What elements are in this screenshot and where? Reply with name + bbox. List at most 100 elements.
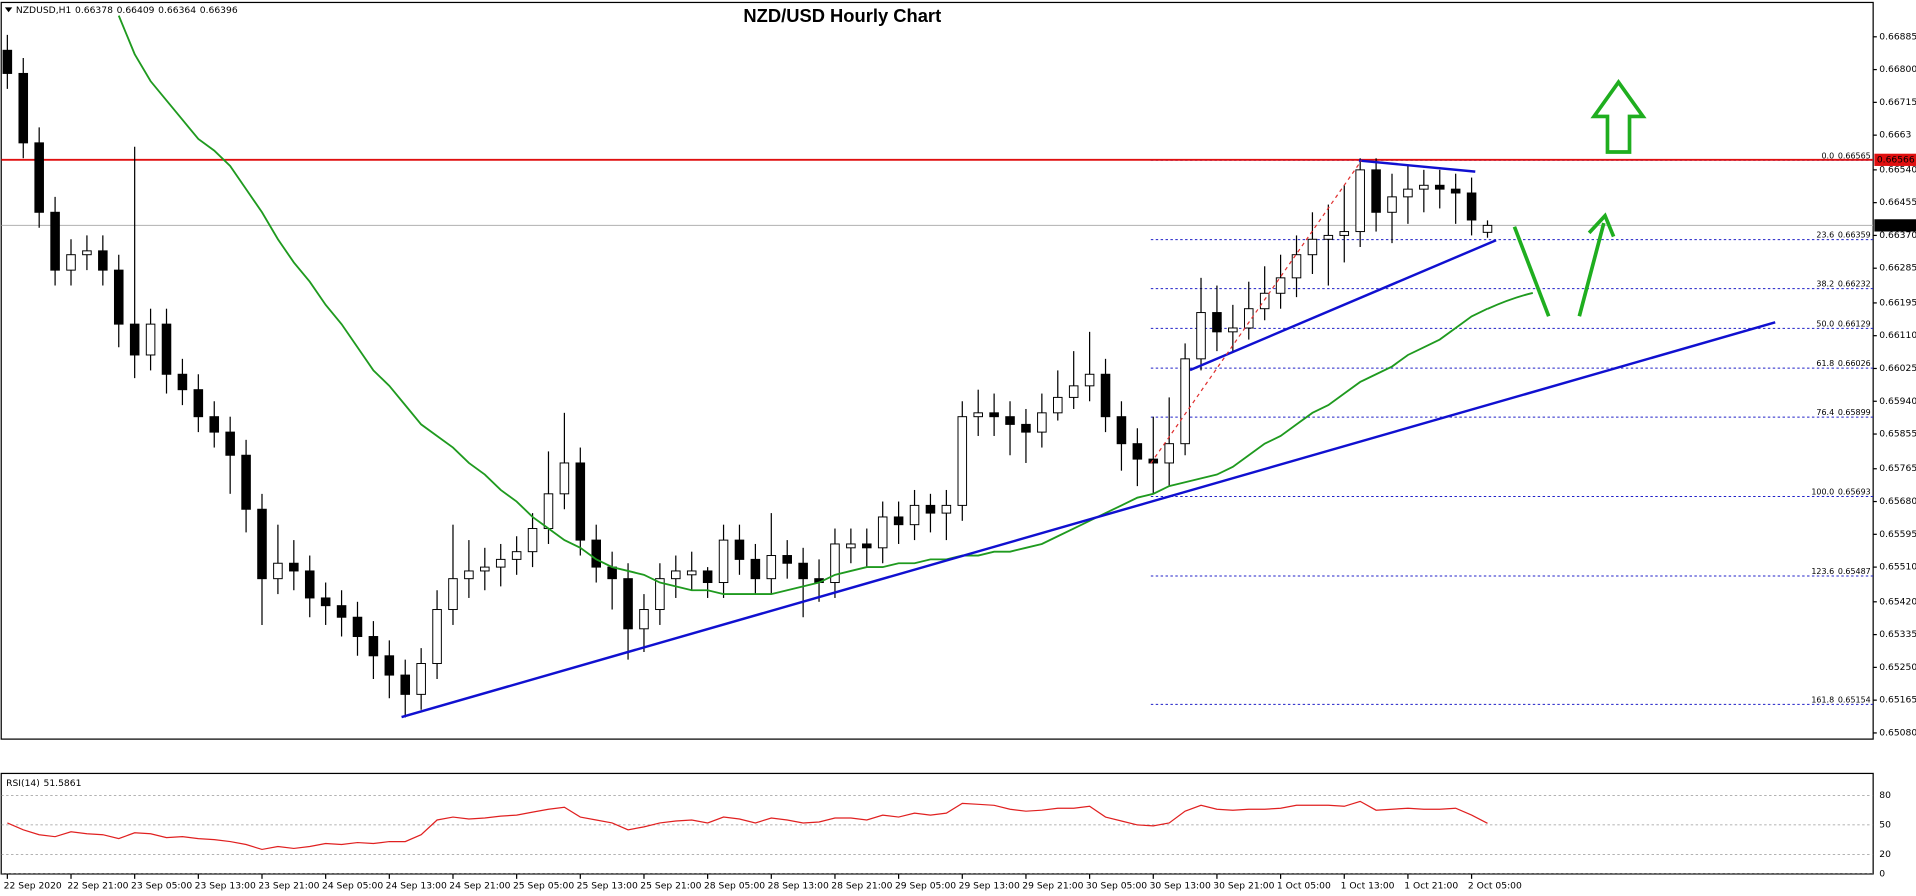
rsi-title: RSI(14) <box>6 778 40 789</box>
candle-body <box>639 609 649 630</box>
y-tick-label: 0.65940 <box>1879 396 1916 407</box>
x-tick-label: 1 Oct 21:00 <box>1404 881 1458 892</box>
y-tick-label: 0.66110 <box>1879 330 1916 341</box>
y-tick-label: 80 <box>1879 790 1891 801</box>
candle-body <box>1307 238 1318 256</box>
x-tick-label: 30 Sep 21:00 <box>1213 881 1274 892</box>
rsi-header: RSI(14) 51.5861 <box>6 778 81 789</box>
candle-body <box>655 578 665 611</box>
candle-body <box>734 539 745 560</box>
fib-price: 0.65154 <box>1838 695 1871 704</box>
candle-body <box>957 416 968 506</box>
y-tick-label: 0.65680 <box>1879 496 1916 507</box>
y-tick-label: 0.66455 <box>1879 197 1916 208</box>
symbol: NZDUSD,H1 <box>16 4 71 15</box>
fib-price: 0.65693 <box>1838 487 1871 496</box>
rsi-line <box>7 800 1488 851</box>
fib-price: 0.66232 <box>1838 279 1871 288</box>
x-tick-label: 28 Sep 21:00 <box>831 881 892 892</box>
candle-body <box>925 504 936 514</box>
candle-body <box>527 528 538 553</box>
x-tick-label: 23 Sep 13:00 <box>195 881 256 892</box>
fib-ratio: 23.6 <box>1816 230 1834 239</box>
fib-label: 38.2 0.66232 <box>1816 279 1870 288</box>
candle-body <box>2 49 13 74</box>
y-tick-label: 0 <box>1879 868 1885 879</box>
symbol-header: NZDUSD,H1 0.66378 0.66409 0.66364 0.66396 <box>16 4 238 15</box>
candle-body <box>66 254 76 271</box>
candle-body <box>495 558 506 568</box>
candle-body <box>368 636 379 657</box>
candle-body <box>750 558 761 580</box>
trend-line <box>1189 239 1497 372</box>
fib-price: 0.66565 <box>1838 151 1871 160</box>
axes: 0.66885 0.66800 0.66715 0.6663 0.66540 0.6645… <box>4 31 1916 892</box>
candle-body <box>257 508 267 580</box>
y-tick-label: 0.66370 <box>1879 230 1916 241</box>
candle-body <box>1053 396 1063 414</box>
candle-body <box>941 504 952 514</box>
candle-body <box>336 605 347 618</box>
fib-ratio: 38.2 <box>1816 279 1834 288</box>
y-tick-label: 0.65080 <box>1879 727 1916 738</box>
fib-ratio: 50.0 <box>1816 319 1834 328</box>
menu-icon <box>4 7 13 13</box>
x-tick-label: 29 Sep 05:00 <box>895 881 956 892</box>
main-frame <box>0 1 1874 740</box>
candle-body <box>543 493 554 530</box>
y-tick-label: 0.65335 <box>1879 629 1916 640</box>
fib-price: 0.66129 <box>1838 319 1871 328</box>
fib-label: 76.4 0.65899 <box>1816 408 1870 417</box>
candle-body <box>448 578 458 611</box>
fib-label: 161.8 0.65154 <box>1811 695 1870 704</box>
candle-body <box>50 211 60 271</box>
fib-label: 23.6 0.66359 <box>1816 230 1870 239</box>
candle-body <box>352 616 363 638</box>
candle-body <box>1450 188 1461 194</box>
candle-body <box>989 412 999 418</box>
candle-body <box>193 389 204 418</box>
candle-body <box>304 570 315 599</box>
candle-body <box>1132 443 1143 460</box>
candle-body <box>1355 169 1365 233</box>
candle-body <box>973 412 983 418</box>
candle-body <box>1482 224 1493 233</box>
candle-body <box>432 609 442 665</box>
candle-body <box>1259 292 1270 310</box>
y-tick-label: 0.66195 <box>1879 297 1916 308</box>
y-tick-label: 0.65510 <box>1879 562 1916 573</box>
y-tick-label: 0.6663 <box>1879 130 1911 141</box>
candle-body <box>400 674 411 695</box>
candle-body <box>1323 234 1334 240</box>
candle-body <box>1291 254 1302 279</box>
candle-body <box>1466 192 1477 221</box>
y-tick-label: 0.66885 <box>1879 31 1916 42</box>
candle-body <box>575 462 586 541</box>
candle-body <box>718 539 729 584</box>
y-tick-label: 20 <box>1879 849 1891 860</box>
candle-body <box>384 655 395 676</box>
fib-ratio: 123.6 <box>1811 567 1834 576</box>
candle-body <box>113 269 124 325</box>
candle-body <box>1243 308 1254 329</box>
candle-body <box>1021 423 1031 433</box>
trend-line <box>401 321 1776 719</box>
candle-body <box>1212 312 1222 333</box>
y-tick-label: 0.65165 <box>1879 695 1916 706</box>
fib-price: 0.65899 <box>1838 408 1871 417</box>
rsi-plot <box>1 795 1874 874</box>
candle-body <box>1371 169 1381 213</box>
x-tick-label: 28 Sep 13:00 <box>768 881 829 892</box>
candle-body <box>1403 188 1413 198</box>
fib-price: 0.66026 <box>1838 359 1871 368</box>
candle-body <box>225 431 235 456</box>
candle-body <box>416 663 426 695</box>
bid-label: 0.66396 <box>1877 220 1915 231</box>
annotations <box>401 78 1776 719</box>
candle-body <box>862 543 872 549</box>
green-arrowhead <box>1587 212 1616 238</box>
y-tick-label: 0.66025 <box>1879 363 1916 374</box>
fib-ratio: 0.0 <box>1822 151 1835 160</box>
fib-label: 61.8 0.66026 <box>1816 359 1870 368</box>
